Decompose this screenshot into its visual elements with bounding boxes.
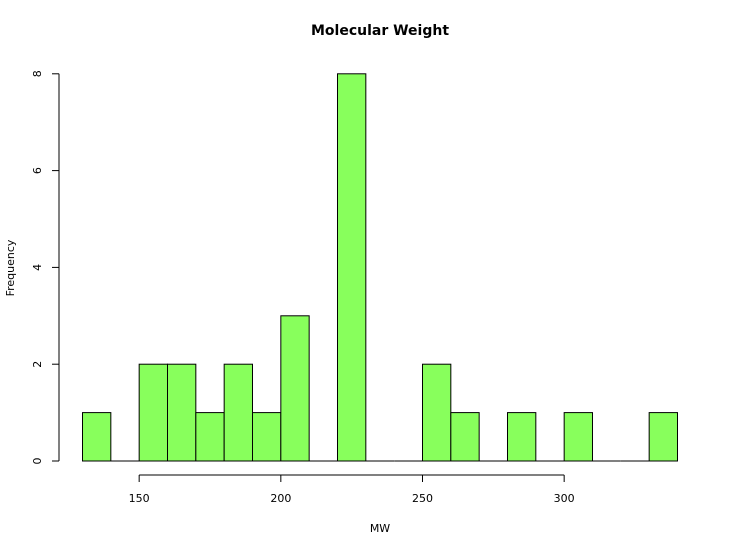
x-axis: 150 200 250 300 (129, 474, 575, 505)
histogram-bars (82, 73, 678, 462)
histogram-bar (421, 363, 452, 462)
histogram-bar (223, 363, 253, 462)
y-axis: 0 2 4 6 8 (31, 70, 60, 465)
histogram-bar (166, 363, 197, 462)
y-tick-label: 4 (31, 264, 44, 271)
histogram-bar (82, 412, 112, 462)
y-axis-label: Frequency (4, 239, 17, 296)
y-tick-label: 6 (31, 167, 44, 174)
histogram-bar (450, 412, 480, 462)
histogram-bar (648, 412, 678, 462)
y-tick-label: 2 (31, 361, 44, 368)
histogram-bar (336, 73, 367, 462)
histogram-bar (195, 412, 225, 462)
y-tick-label: 0 (31, 458, 44, 465)
x-tick-label: 200 (270, 492, 291, 505)
histogram-bar (506, 412, 537, 462)
x-tick-label: 150 (129, 492, 150, 505)
histogram-bar (280, 315, 310, 462)
x-axis-label: MW (370, 522, 390, 535)
histogram-bar (251, 412, 282, 462)
chart-title: Molecular Weight (311, 23, 449, 39)
histogram-bar (138, 363, 168, 462)
histogram-bar (563, 412, 593, 462)
x-tick-label: 250 (412, 492, 433, 505)
y-tick-label: 8 (31, 70, 44, 77)
x-tick-label: 300 (554, 492, 575, 505)
